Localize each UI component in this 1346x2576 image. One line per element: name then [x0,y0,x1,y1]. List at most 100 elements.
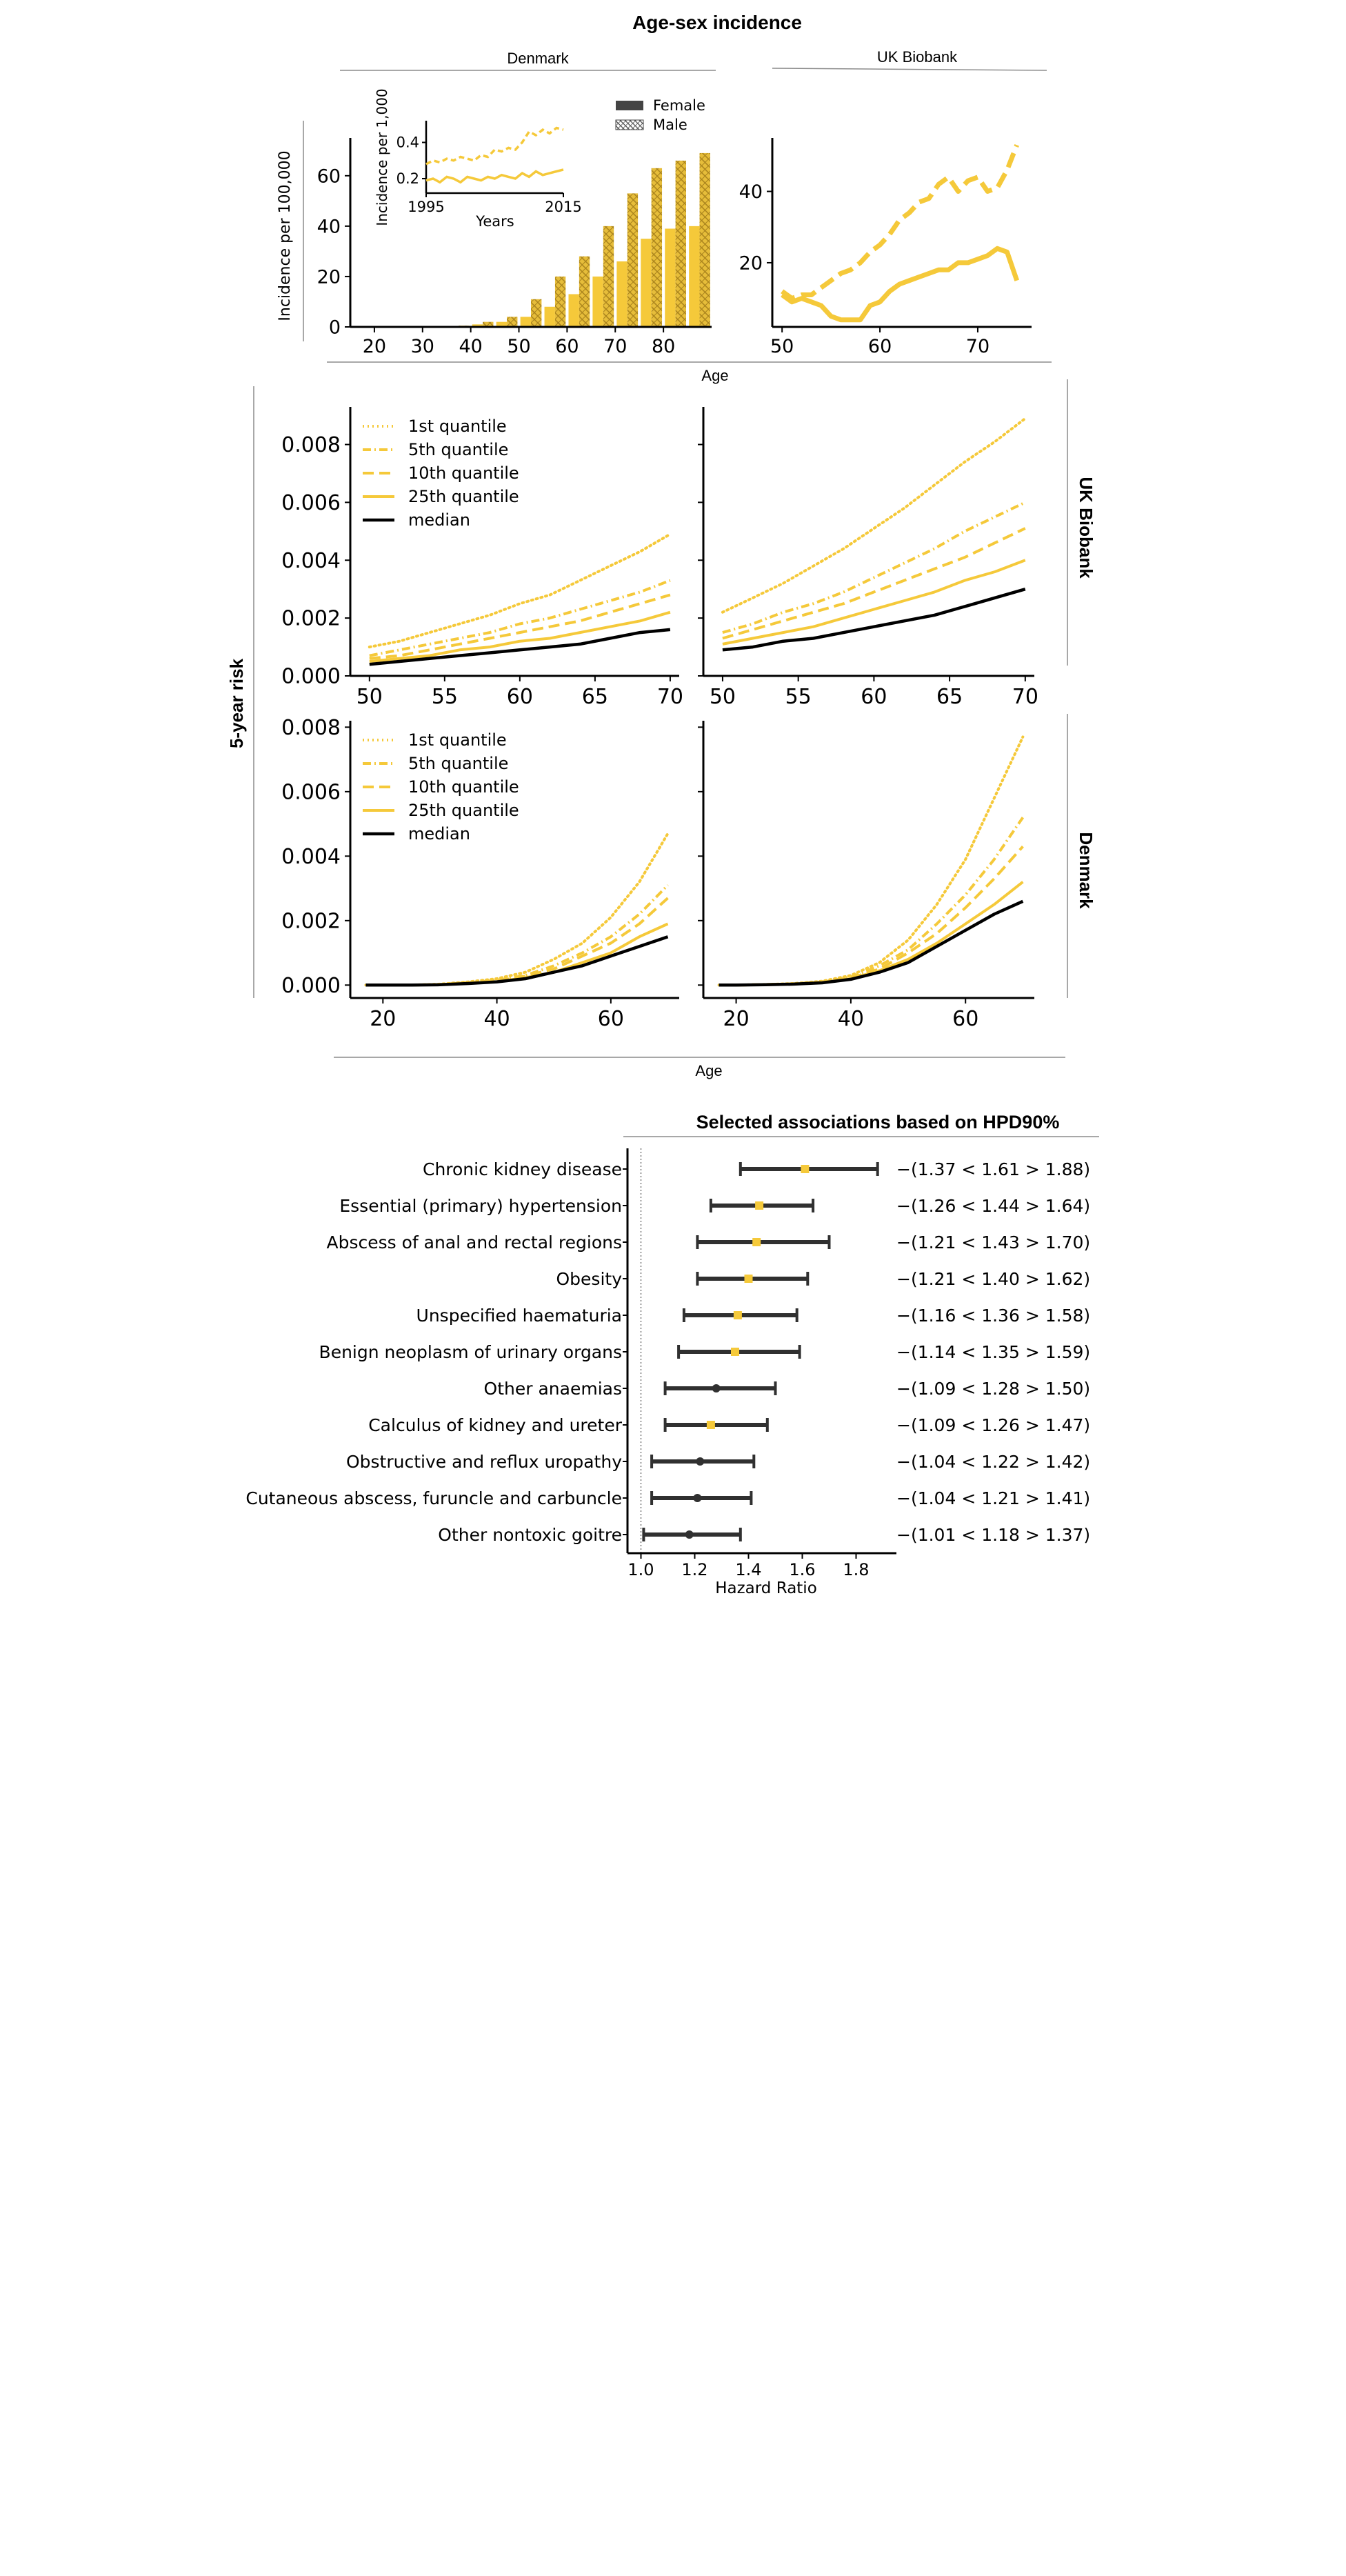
x-tick-label: 20 [723,1007,749,1031]
x-tick-label: 60 [868,336,892,357]
y-tick-label: 20 [317,266,341,288]
risk-line-25th-quantile [369,610,671,663]
estimate-marker [712,1384,721,1392]
estimate-marker [696,1457,705,1466]
x-tick-label: 60 [598,1007,624,1031]
risk-legend-label: 10th quantile [408,463,519,483]
ukb-incidence-plot: 50 60 70 20 40 [739,138,1032,357]
inset-y-tick-label: 0.2 [396,170,419,187]
y-tick-label: 0.002 [281,909,341,933]
risk-line-1st-quantile [368,532,672,649]
risk-ylabel: 5-year risk [226,658,247,748]
estimate-marker [744,1275,753,1283]
bar-female [665,228,676,327]
x-tick-label: 60 [952,1007,978,1031]
y-tick-label: 40 [317,216,341,237]
x-tick-label: 50 [770,336,794,357]
risk-line-median [365,935,669,987]
risk-line-1st-quantile [364,832,670,987]
y-tick-label: 60 [317,166,341,187]
incidence-line-male [781,144,1019,301]
inset-line-female [425,168,564,184]
risk-line-median [369,628,671,666]
bar-female [496,321,508,327]
bar-male [579,256,590,327]
shared-xlabel-bottom: Age [695,1062,722,1079]
bar-female [568,294,579,327]
bar-male [507,317,518,327]
x-tick-label: 70 [966,336,990,357]
denmark-incidence-plot: 20 30 40 50 60 70 80 0 20 40 60 [317,138,712,357]
denmark-incidence-title: Denmark [507,50,569,67]
associations-forest-plot: Chronic kidney disease −(1.37 < 1.61 > 1.… [245,1148,1090,1579]
bar-female [472,324,483,327]
risk-line-10th-quantile [369,593,671,660]
x-tick-label: 40 [483,1007,510,1031]
y-tick-label: 0.006 [281,491,341,515]
associations-title: Selected associations based on HPD90% [696,1112,1060,1132]
x-tick-label: 50 [356,685,383,709]
risk-legend-label: 5th quantile [408,754,508,773]
risk-legend-label: 25th quantile [408,801,519,820]
estimate-text: −(1.26 < 1.44 > 1.64) [896,1196,1090,1216]
y-tick-label: 20 [739,252,763,274]
estimate-text: −(1.37 < 1.61 > 1.88) [896,1159,1090,1179]
inset-y-tick-label: 0.4 [396,134,419,151]
x-tick-label: 55 [432,685,458,709]
risk-dk-male-plot: 20 40 60 [698,721,1034,1031]
x-tick-label: 70 [1012,685,1038,709]
risk-legend-label: 10th quantile [408,777,519,797]
y-tick-label: 0 [329,317,341,338]
bar-male [627,193,639,327]
association-label: Essential (primary) hypertension [339,1196,622,1216]
bar-male [554,276,566,327]
bar-male [531,299,542,327]
incidence-legend: Female Male [615,97,705,133]
association-label: Benign neoplasm of urinary organs [319,1342,622,1362]
estimate-text: −(1.14 < 1.35 > 1.59) [896,1342,1090,1362]
y-tick-label: 0.006 [281,780,341,804]
estimate-marker [693,1494,702,1502]
bar-male [699,152,710,327]
association-label: Calculus of kidney and ureter [368,1415,622,1435]
inset-x-tick-label: 2015 [545,199,581,215]
risk-ukb-male-plot: 50 55 60 65 70 [698,407,1038,709]
risk-line-1st-quantile [717,735,1025,987]
association-label: Unspecified haematuria [416,1306,622,1326]
risk-line-median [719,899,1024,987]
bar-female [616,261,627,327]
y-tick-label: 40 [739,181,763,203]
denmark-inset-plot: 1995 2015 0.2 0.4 [396,121,582,215]
risk-legend-label: 25th quantile [408,487,519,506]
risk-line-5th-quantile [719,817,1025,987]
association-label: Obesity [556,1269,623,1289]
x-tick-label: 80 [652,336,675,357]
y-tick-label: 0.004 [281,549,341,573]
association-label: Abscess of anal and rectal regions [327,1232,622,1252]
legend-male-label: Male [653,117,687,133]
x-tick-label: 40 [838,1007,864,1031]
x-tick-label: 50 [507,336,530,357]
risk-line-median [722,588,1026,652]
panel-rules [253,68,1099,1137]
x-tick-label: 1.2 [681,1560,707,1579]
legend-female-swatch [616,101,643,110]
risk-line-10th-quantile [365,897,669,987]
y-tick-label: 0.000 [281,665,341,689]
figure-title: Age-sex incidence [632,12,802,33]
estimate-text: −(1.09 < 1.28 > 1.50) [896,1379,1090,1399]
bar-female [520,317,531,327]
inset-xlabel: Years [475,213,514,230]
risk-legend-label: median [408,510,470,530]
risk-legend-label: 1st quantile [408,730,507,750]
bar-male [675,160,686,327]
association-label: Other anaemias [484,1379,622,1399]
estimate-text: −(1.09 < 1.26 > 1.47) [896,1415,1090,1435]
y-tick-label: 0.000 [281,974,341,998]
estimate-text: −(1.21 < 1.43 > 1.70) [896,1232,1090,1252]
x-tick-label: 65 [936,685,963,709]
x-tick-label: 1.8 [843,1560,869,1579]
x-tick-label: 60 [507,685,533,709]
denmark-incidence-ylabel: Incidence per 100,000 [277,150,294,321]
